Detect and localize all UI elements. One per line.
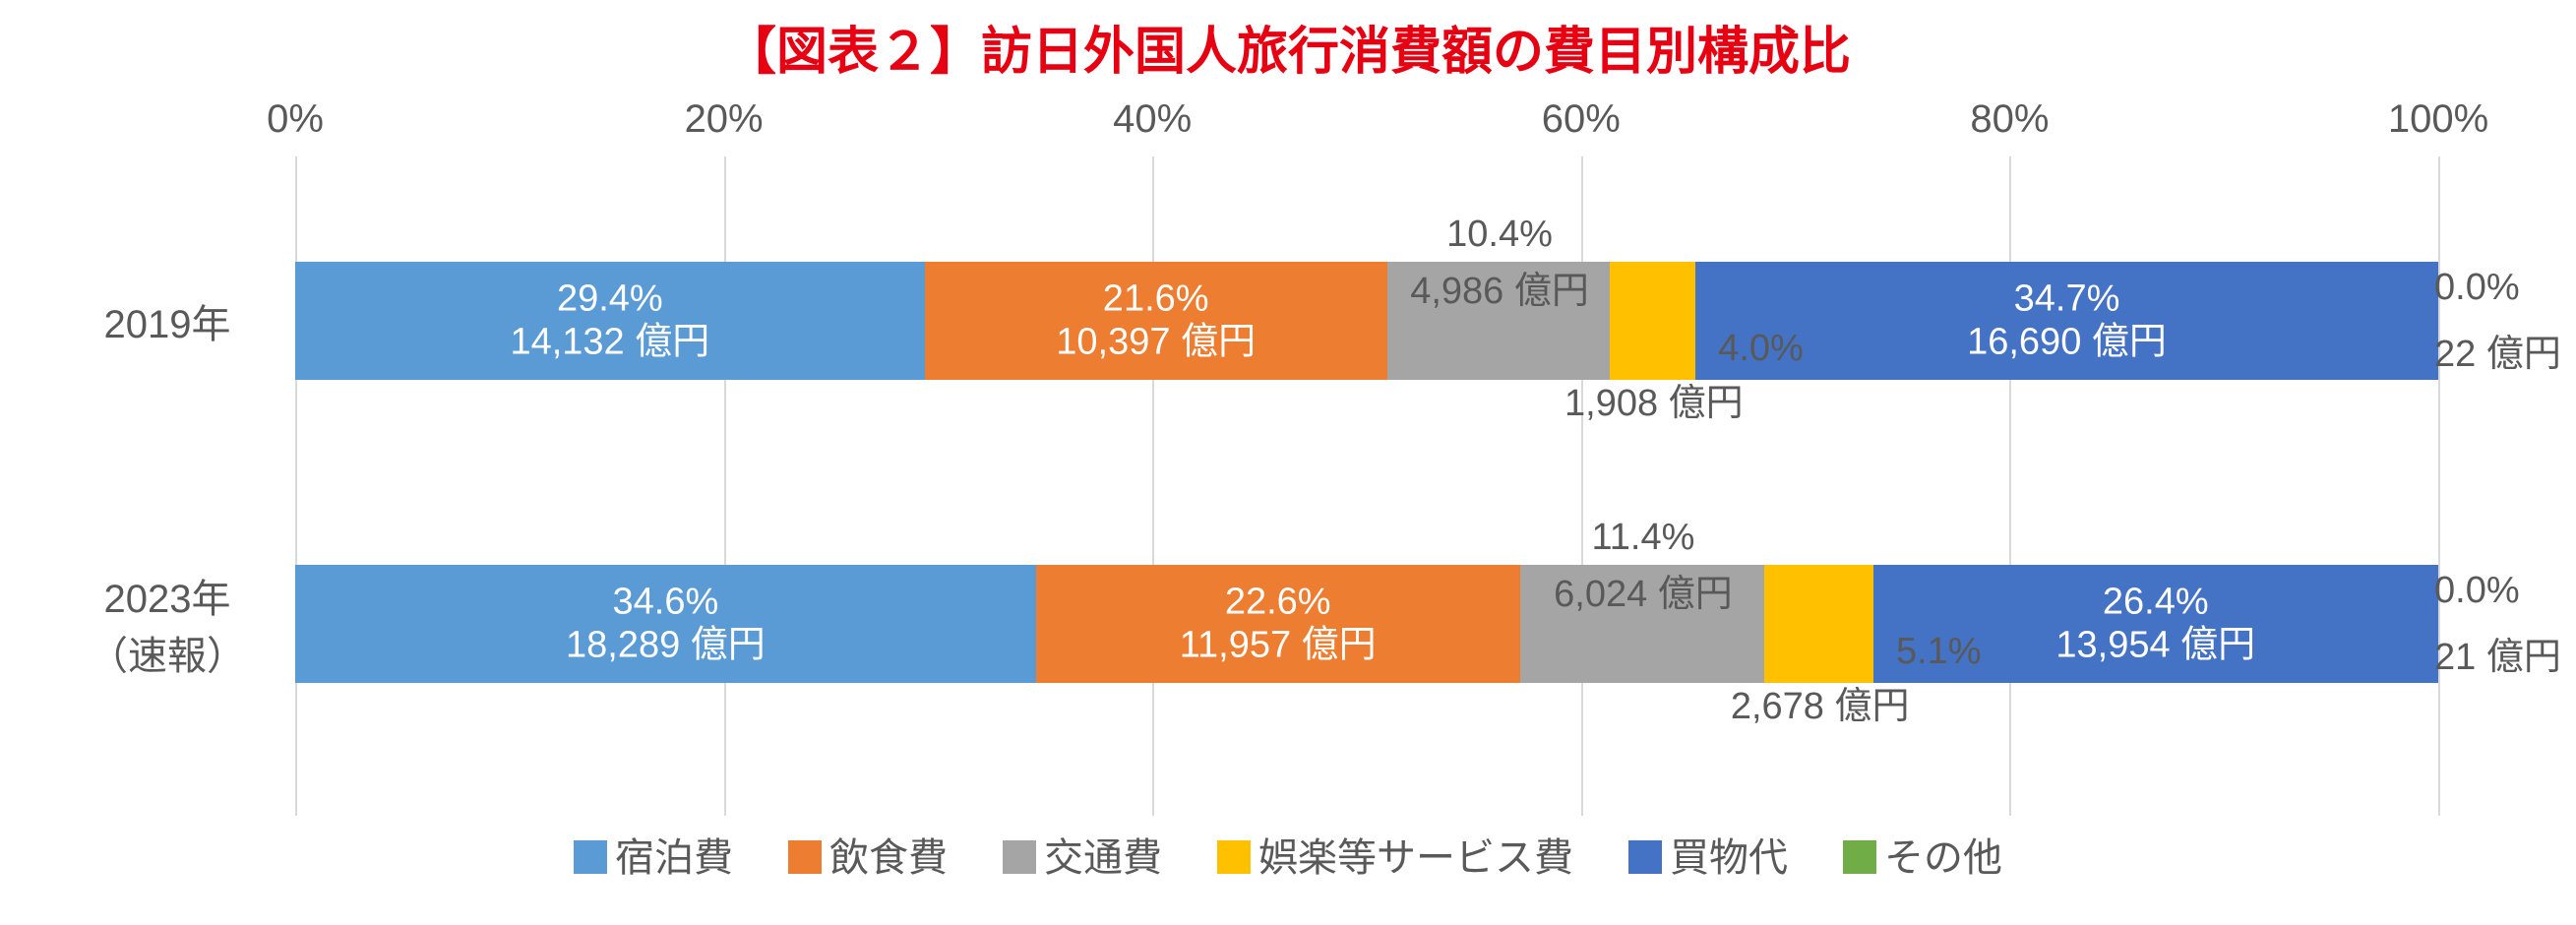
legend-item: 買物代 [1628,826,1788,883]
segment-pct: 22.6% [1180,582,1377,625]
ext-label-yen: 2,678 億円 [1731,687,1910,728]
legend-item: 飲食費 [788,826,948,883]
x-tick-label: 80% [1970,97,2049,142]
ext-label-yen: 6,024 億円 [1554,575,1733,616]
ext-label-yen: 22 億円 [2434,335,2561,376]
gridline [1581,156,1583,816]
legend-swatch [574,840,607,874]
legend-swatch [1217,840,1251,874]
legend-swatch [1628,840,1662,874]
gridline [2009,156,2011,816]
segment-yen: 11,957 億円 [1180,624,1377,667]
legend-item: 娯楽等サービス費 [1217,826,1573,883]
x-tick-label: 0% [267,97,324,142]
legend-item: 交通費 [1003,826,1162,883]
x-axis: 0%20%40%60%80%100% [295,88,2438,156]
gridline [1152,156,1154,816]
legend-item: 宿泊費 [574,826,733,883]
legend-label: 飲食費 [829,836,948,880]
segment-pct: 26.4% [2055,582,2255,625]
ext-label-yen: 1,908 億円 [1564,384,1744,425]
legend-label: 娯楽等サービス費 [1258,836,1573,880]
bar-segment [1610,262,1695,380]
bar-segment: 21.6%10,397 億円 [925,262,1387,380]
y-axis-label: 2023年（速報） [59,567,276,681]
gridline [724,156,726,816]
ext-label-pct: 0.0% [2434,571,2520,612]
segment-pct: 34.7% [1967,278,2167,322]
segment-pct: 34.6% [566,582,766,625]
legend-label: 交通費 [1044,836,1162,880]
bar-segment [1764,565,1873,683]
bar-segment: 29.4%14,132 億円 [295,262,925,380]
legend-swatch [1843,840,1876,874]
legend-swatch [1003,840,1036,874]
x-tick-label: 20% [685,97,764,142]
bar-segment: 34.6%18,289 億円 [295,565,1036,683]
ext-label-pct: 4.0% [1718,329,1804,370]
segment-yen: 18,289 億円 [566,624,766,667]
bar-segment: 34.7%16,690 億円 [1695,262,2438,380]
x-tick-label: 60% [1542,97,1621,142]
legend-swatch [788,840,822,874]
segment-yen: 14,132 億円 [510,321,709,364]
segment-pct: 29.4% [510,278,709,322]
legend-label: 宿泊費 [615,836,733,880]
segment-yen: 16,690 億円 [1967,321,2167,364]
segment-yen: 13,954 億円 [2055,624,2255,667]
gridline [2438,156,2440,816]
segment-pct: 21.6% [1056,278,1256,322]
x-tick-label: 40% [1113,97,1192,142]
plot-area: 29.4%14,132 億円21.6%10,397 億円34.7%16,690 … [295,156,2438,816]
chart-title: 【図表２】訪日外国人旅行消費額の費目別構成比 [39,10,2537,84]
ext-label-pct: 5.1% [1896,632,1982,673]
legend: 宿泊費 飲食費 交通費 娯楽等サービス費 買物代 その他 [39,826,2537,883]
legend-label: 買物代 [1670,836,1788,880]
ext-label-pct: 11.4% [1591,518,1694,559]
bar-row: 34.6%18,289 億円22.6%11,957 億円26.4%13,954 … [295,565,2438,683]
legend-item: その他 [1843,826,2002,883]
ext-label-pct: 10.4% [1446,215,1553,256]
stacked-bar-chart: 0%20%40%60%80%100% 29.4%14,132 億円21.6%10… [39,88,2537,816]
ext-label-yen: 21 億円 [2434,638,2561,679]
bar-segment: 22.6%11,957 億円 [1036,565,1520,683]
segment-yen: 10,397 億円 [1056,321,1256,364]
x-tick-label: 100% [2388,97,2488,142]
bar-row: 29.4%14,132 億円21.6%10,397 億円34.7%16,690 … [295,262,2438,380]
legend-label: その他 [1884,836,2002,880]
ext-label-pct: 0.0% [2434,268,2520,309]
gridline [295,156,297,816]
y-axis-label: 2019年 [59,292,276,349]
ext-label-yen: 4,986 億円 [1410,272,1589,313]
